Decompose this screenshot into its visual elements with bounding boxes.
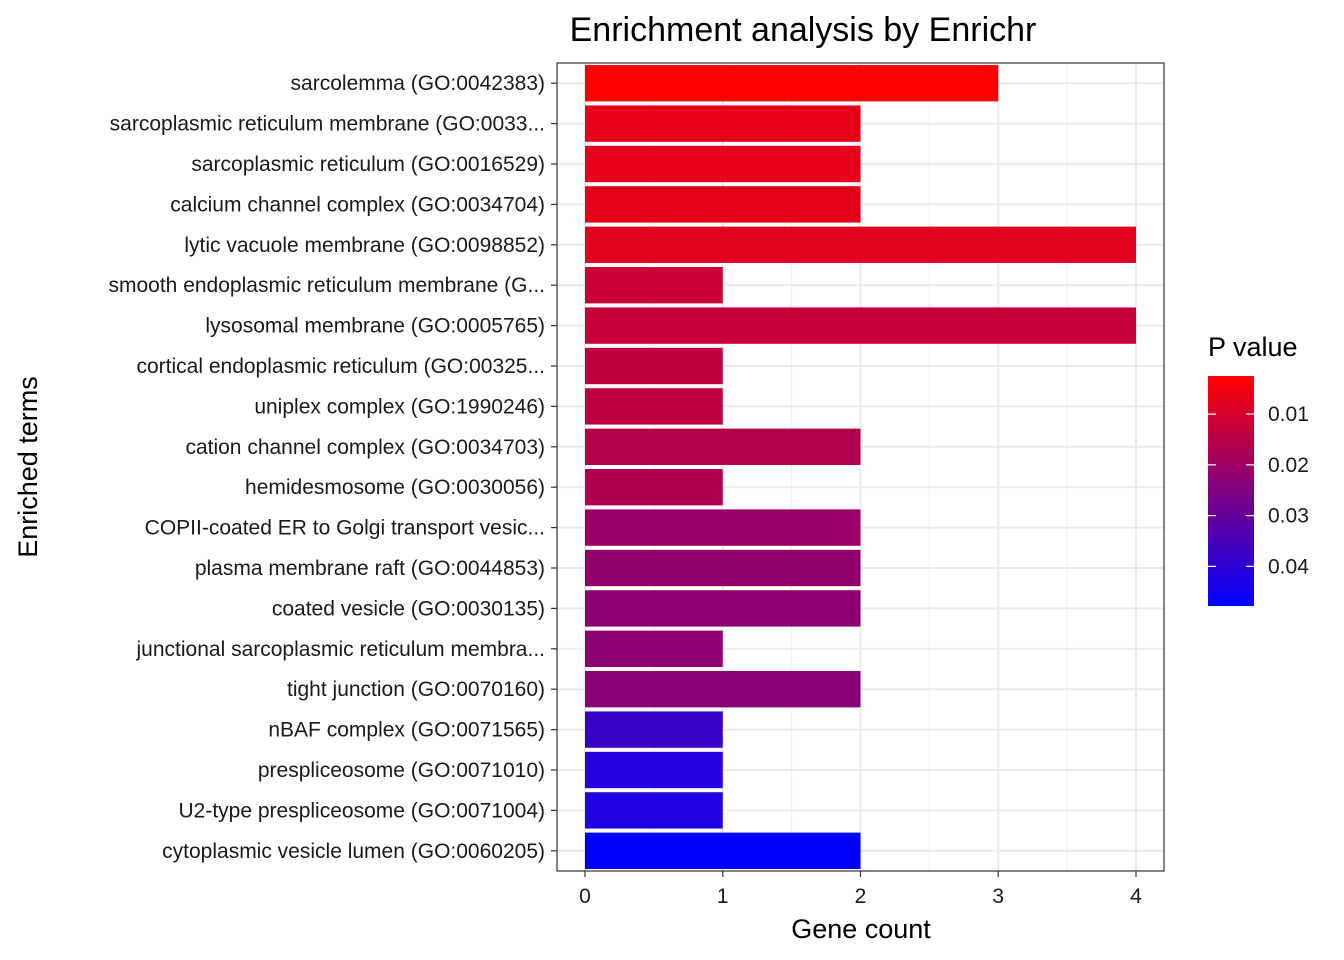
y-tick-label: prespliceosome (GO:0071010) xyxy=(258,759,545,782)
bar xyxy=(585,307,1136,344)
y-tick-label: tight junction (GO:0070160) xyxy=(287,678,545,701)
y-tick-label: uniplex complex (GO:1990246) xyxy=(254,395,545,418)
bar xyxy=(585,145,861,183)
legend-tick-label: 0.03 xyxy=(1268,505,1309,528)
y-tick-label: U2-type prespliceosome (GO:0071004) xyxy=(178,799,545,822)
y-tick-label: COPII-coated ER to Golgi transport vesic… xyxy=(145,517,545,540)
legend-ticks: 0.01 0.02 0.03 0.04 xyxy=(1208,403,1309,578)
y-tick-label: junctional sarcoplasmic reticulum membra… xyxy=(136,638,545,661)
y-tick-label: calcium channel complex (GO:0034704) xyxy=(170,193,545,216)
legend-tick-label: 0.04 xyxy=(1268,555,1309,578)
bar xyxy=(585,226,1136,263)
y-axis-title: Enriched terms xyxy=(13,376,43,558)
bar xyxy=(585,549,861,587)
p-value-legend: P value 0.01 0.02 0.03 0.04 xyxy=(1208,332,1309,606)
x-axis-title: Gene count xyxy=(791,914,931,944)
x-tick-label: 0 xyxy=(579,885,591,908)
x-tick-label: 4 xyxy=(1130,885,1142,908)
bar xyxy=(585,630,723,667)
x-tick-label: 1 xyxy=(717,885,729,908)
y-tick-label: lytic vacuole membrane (GO:0098852) xyxy=(184,234,545,257)
bar xyxy=(585,347,723,385)
bar xyxy=(585,388,723,425)
y-tick-label: cortical endoplasmic reticulum (GO:00325… xyxy=(136,355,545,378)
y-tick-label: nBAF complex (GO:0071565) xyxy=(268,719,545,742)
x-tick-label: 3 xyxy=(992,885,1004,908)
legend-color-bar xyxy=(1208,376,1254,606)
y-tick-label: coated vesicle (GO:0030135) xyxy=(272,597,545,620)
bar xyxy=(585,671,861,708)
y-tick-label: sarcolemma (GO:0042383) xyxy=(291,72,545,95)
chart-title: Enrichment analysis by Enrichr xyxy=(570,11,1037,49)
bar-layer xyxy=(585,65,1136,869)
legend-title: P value xyxy=(1208,332,1298,362)
y-tick-label: lysosomal membrane (GO:0005765) xyxy=(205,315,545,338)
legend-tick-label: 0.02 xyxy=(1268,454,1309,477)
bar xyxy=(585,186,861,223)
bar xyxy=(585,267,723,304)
bar xyxy=(585,751,723,789)
bar xyxy=(585,105,861,142)
bar xyxy=(585,590,861,627)
x-tick-label: 2 xyxy=(855,885,867,908)
bar xyxy=(585,711,723,748)
grid-layer xyxy=(557,63,1164,871)
bar xyxy=(585,469,723,506)
bar xyxy=(585,65,999,102)
y-tick-label: sarcoplasmic reticulum membrane (GO:0033… xyxy=(110,113,545,136)
y-tick-label: hemidesmosome (GO:0030056) xyxy=(245,476,545,499)
bar xyxy=(585,428,861,465)
legend-tick-label: 0.01 xyxy=(1268,403,1309,426)
bar xyxy=(585,792,723,829)
y-tick-label: cytoplasmic vesicle lumen (GO:0060205) xyxy=(162,840,545,863)
y-axis: sarcolemma (GO:0042383) sarcoplasmic reti… xyxy=(109,72,557,863)
y-tick-label: cation channel complex (GO:0034703) xyxy=(185,436,545,459)
x-axis: 0 1 2 3 4 xyxy=(579,871,1142,908)
y-tick-label: plasma membrane raft (GO:0044853) xyxy=(195,557,545,580)
y-tick-label: sarcoplasmic reticulum (GO:0016529) xyxy=(191,153,545,176)
bar xyxy=(585,832,861,869)
bar xyxy=(585,509,861,546)
y-tick-label: smooth endoplasmic reticulum membrane (G… xyxy=(109,274,546,297)
